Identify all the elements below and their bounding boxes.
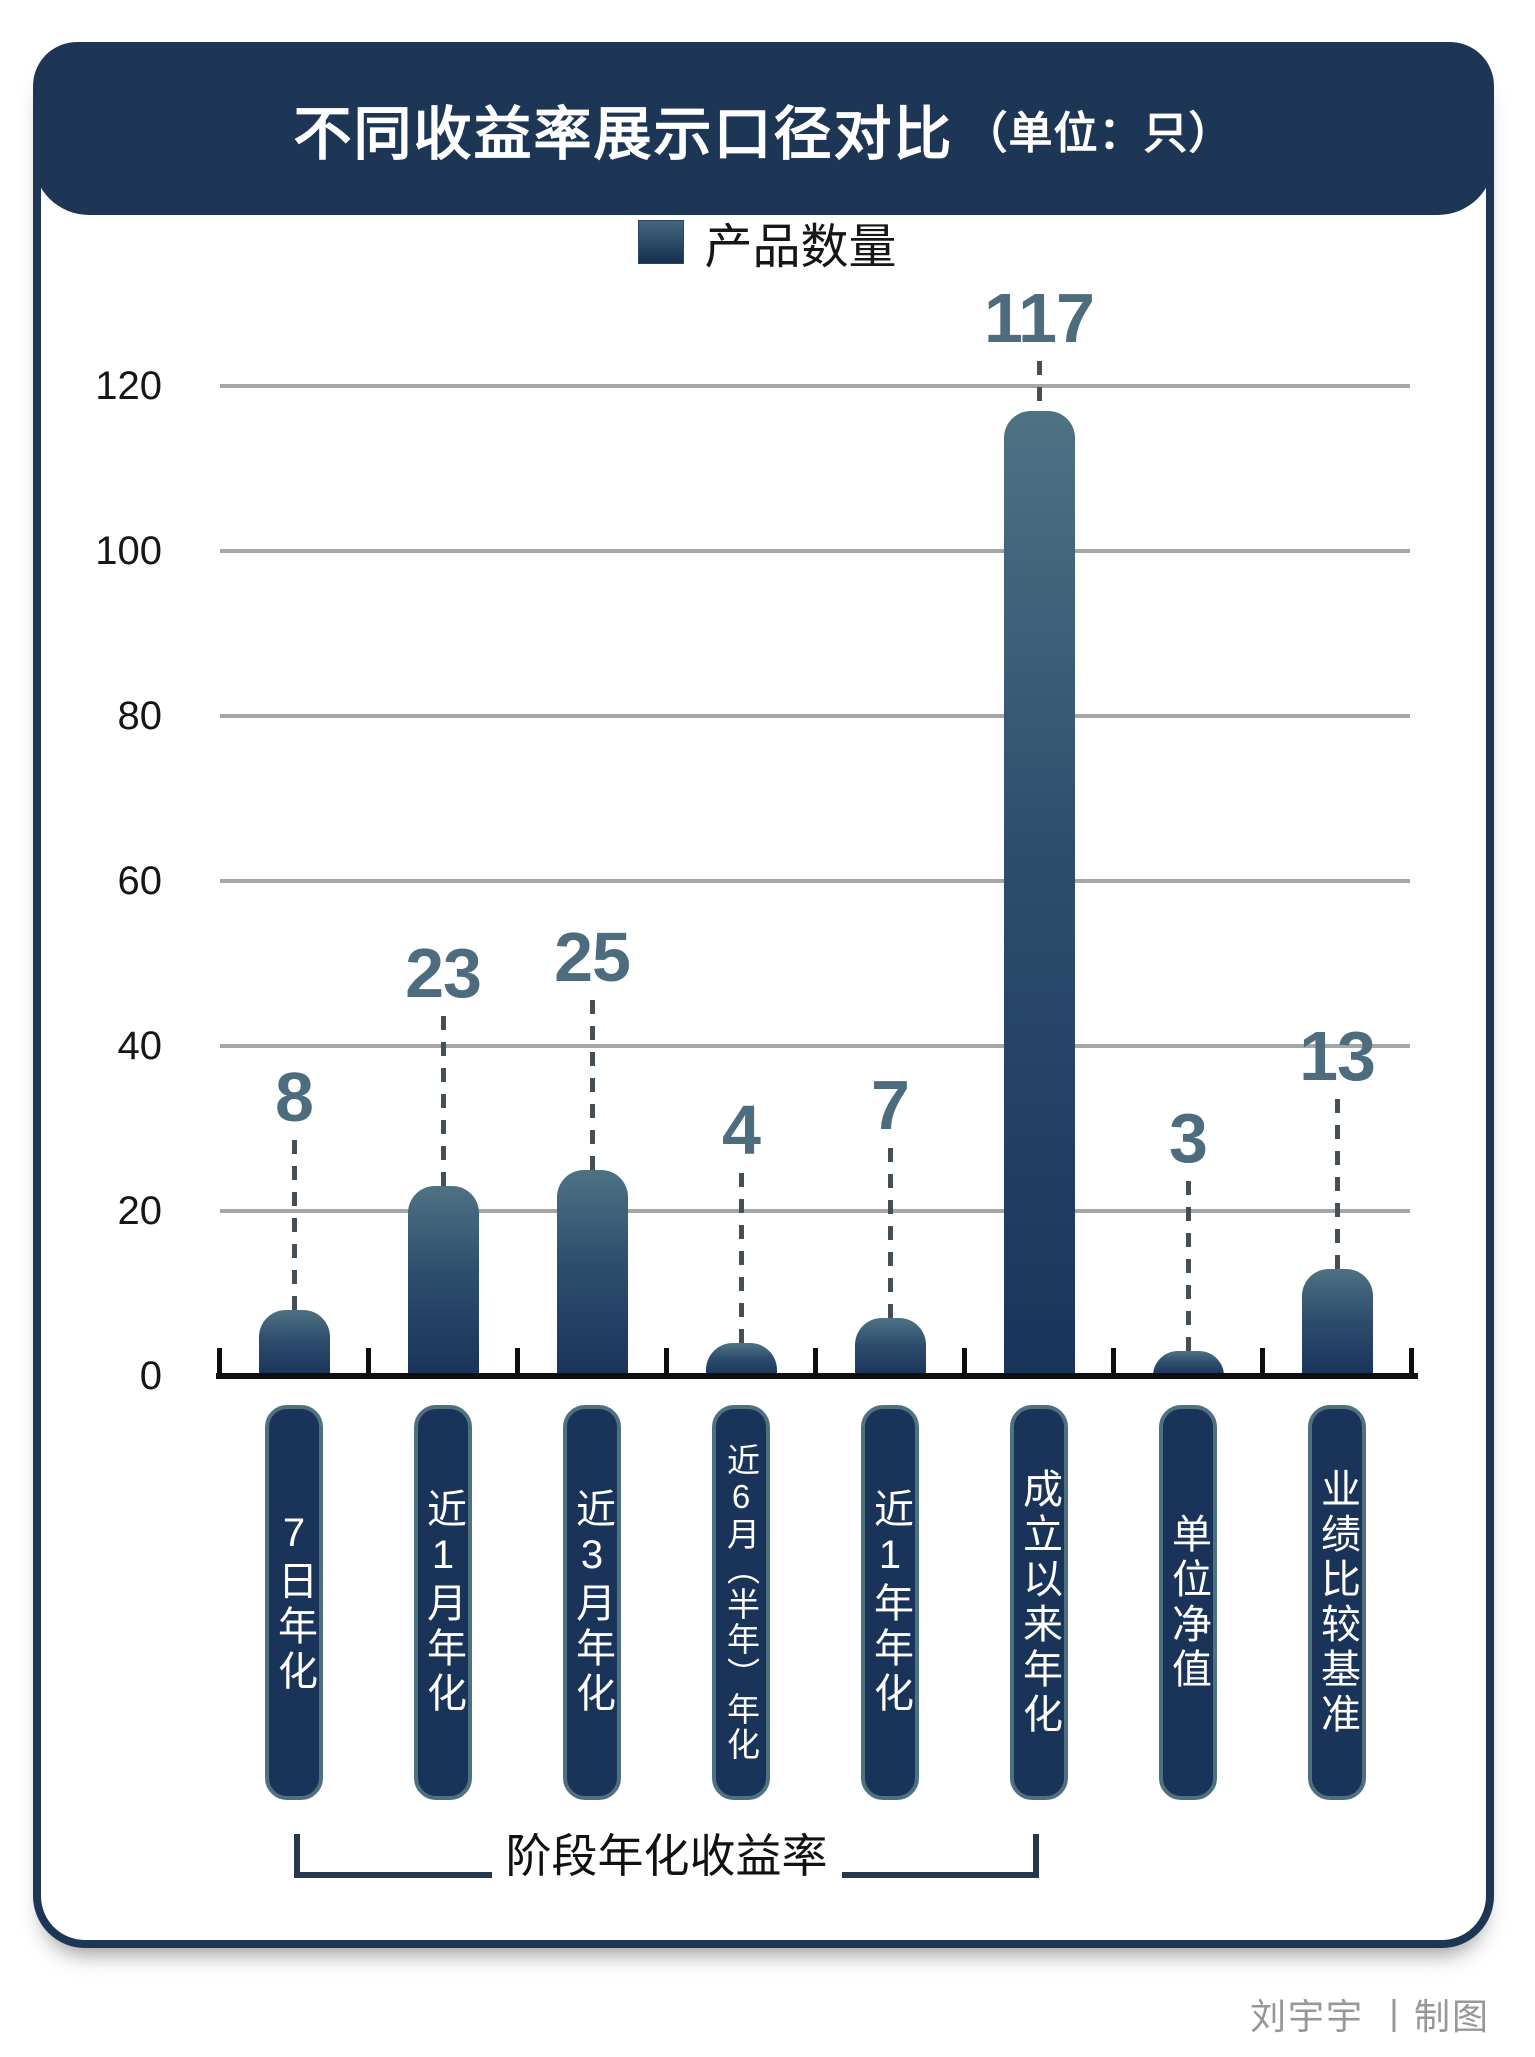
gridline-40 — [220, 1044, 1410, 1048]
gridline-80 — [220, 714, 1410, 718]
category-pill-label: 7日年化 — [272, 1510, 316, 1695]
category-pill-label: 近1月年化 — [421, 1488, 465, 1717]
bar-成立以来年化 — [1003, 410, 1075, 1376]
axis-tick — [1111, 1348, 1116, 1375]
bar-dash-line — [440, 1016, 446, 1187]
category-pill: 业绩比较基准 — [1308, 1405, 1366, 1800]
x-axis-line — [216, 1373, 1418, 1379]
group-bracket-label: 阶段年化收益率 — [491, 1820, 842, 1886]
bar-dash-line — [1185, 1181, 1191, 1352]
axis-tick — [1260, 1348, 1265, 1375]
category-pill-label: 近6月︵半年︶年化 — [722, 1443, 760, 1762]
page-title: 不同收益率展示口径对比 — [293, 101, 954, 167]
bar-value-label: 8 — [275, 1058, 314, 1136]
gridline-60 — [220, 879, 1410, 883]
bar-dash-line — [1334, 1098, 1340, 1269]
bar-业绩比较基准 — [1301, 1268, 1373, 1376]
category-pill-label: 近3月年化 — [570, 1488, 614, 1717]
legend-label: 产品数量 — [704, 221, 897, 274]
axis-tick — [217, 1348, 222, 1375]
legend-swatch-icon — [638, 220, 685, 264]
category-pill: 成立以来年化 — [1010, 1405, 1068, 1800]
category-pill: 近1月年化 — [414, 1405, 472, 1800]
axis-tick — [366, 1348, 371, 1375]
gridline-20 — [220, 1209, 1410, 1213]
axis-tick — [664, 1348, 669, 1375]
gridline-100 — [220, 549, 1410, 553]
bar-value-label: 23 — [405, 934, 482, 1013]
category-pill: 7日年化 — [265, 1405, 323, 1800]
category-pill: 近6月︵半年︶年化 — [712, 1405, 770, 1800]
y-tick-label-20: 20 — [117, 1189, 163, 1233]
bar-近6月（半年）年化 — [705, 1343, 777, 1376]
y-tick-label-120: 120 — [95, 364, 162, 408]
credit-text: 刘宇宇 丨制图 — [1249, 1996, 1490, 2037]
bar-value-label: 4 — [722, 1091, 761, 1169]
y-tick-label-80: 80 — [117, 694, 163, 738]
title-bar: 不同收益率展示口径对比 （单位：只） — [33, 42, 1494, 215]
category-pill: 近1年年化 — [861, 1405, 919, 1800]
category-pill: 近3月年化 — [563, 1405, 621, 1800]
bar-dash-line — [1036, 360, 1042, 411]
bar-7日年化 — [258, 1310, 330, 1376]
bar-value-label: 3 — [1169, 1099, 1208, 1178]
axis-tick — [813, 1348, 818, 1375]
bar-dash-line — [887, 1148, 893, 1319]
y-tick-label-60: 60 — [117, 859, 163, 903]
y-tick-label-100: 100 — [95, 529, 162, 573]
chart-legend: 产品数量 — [0, 214, 1535, 274]
bar-value-label: 25 — [554, 917, 631, 996]
category-pill-label: 单位净值 — [1166, 1512, 1210, 1693]
bar-近1月年化 — [407, 1186, 479, 1376]
y-tick-label-40: 40 — [117, 1024, 163, 1068]
bar-dash-line — [738, 1173, 744, 1343]
bar-单位净值 — [1152, 1351, 1224, 1376]
category-pill-label: 近1年年化 — [868, 1488, 912, 1717]
bar-dash-line — [291, 1140, 297, 1310]
bar-近3月年化 — [556, 1169, 628, 1376]
bar-近1年年化 — [854, 1318, 926, 1376]
y-tick-label-0: 0 — [139, 1354, 162, 1398]
axis-tick — [1409, 1348, 1414, 1375]
page-title-unit: （单位：只） — [963, 108, 1234, 158]
axis-tick — [962, 1348, 967, 1375]
bar-value-label: 117 — [984, 278, 1095, 357]
bar-dash-line — [589, 999, 595, 1170]
category-pill: 单位净值 — [1159, 1405, 1217, 1800]
category-pill-label: 成立以来年化 — [1017, 1467, 1061, 1738]
bar-value-label: 13 — [1299, 1016, 1376, 1095]
category-pill-label: 业绩比较基准 — [1315, 1467, 1359, 1738]
bar-value-label: 7 — [871, 1066, 910, 1145]
gridline-120 — [220, 384, 1410, 388]
axis-tick — [515, 1348, 520, 1375]
